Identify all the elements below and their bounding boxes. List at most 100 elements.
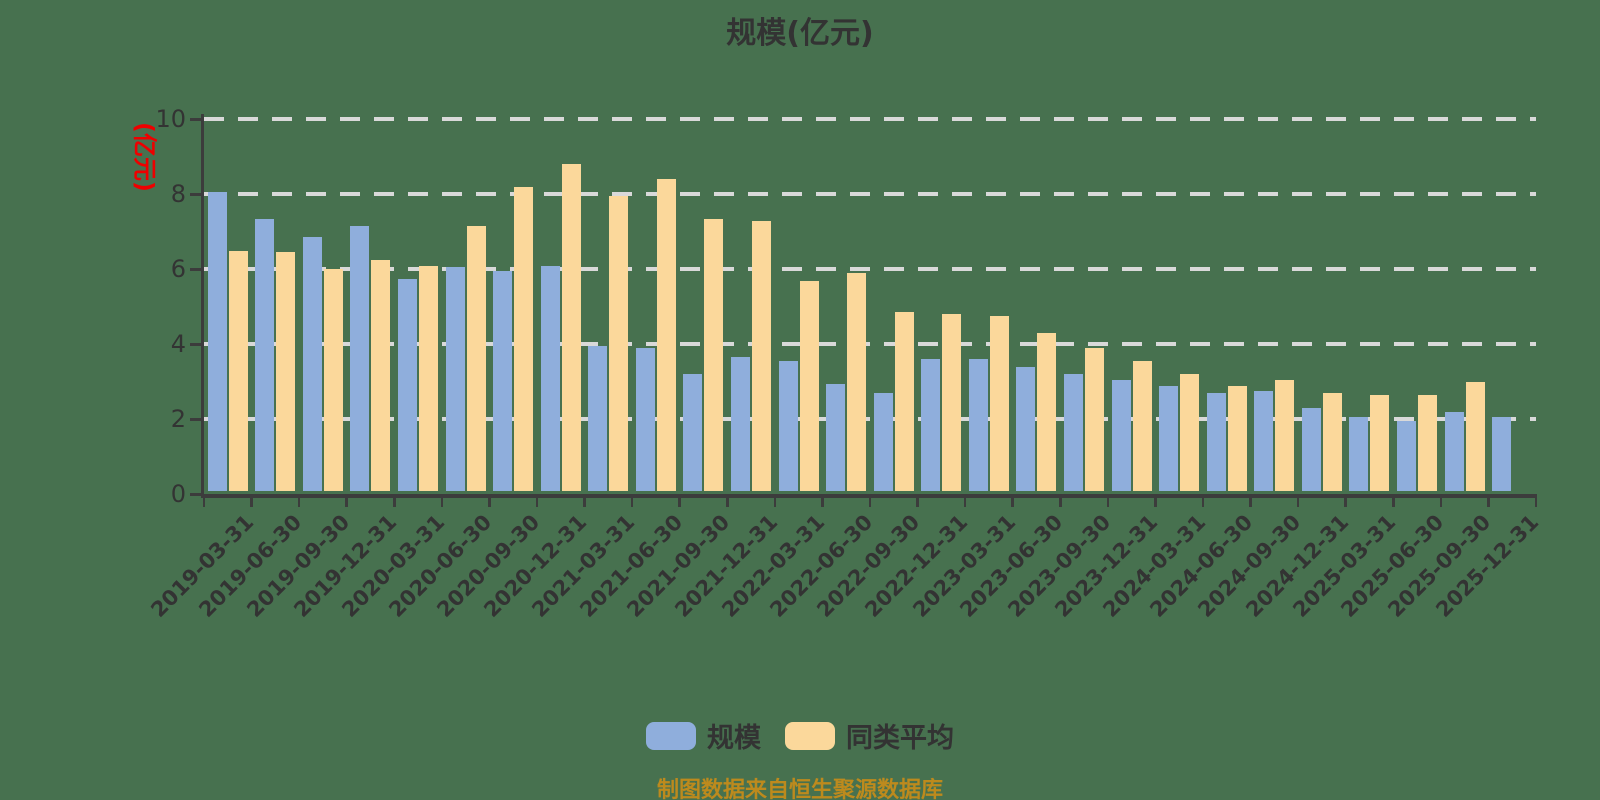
bar-scale[interactable]	[588, 346, 608, 491]
y-axis-tick	[190, 342, 201, 346]
bar-average[interactable]	[1465, 381, 1485, 491]
bar-average[interactable]	[1227, 385, 1247, 491]
gridline-8	[204, 192, 1536, 196]
bar-scale[interactable]	[873, 393, 893, 491]
bar-scale[interactable]	[255, 218, 275, 491]
bar-average[interactable]	[514, 186, 534, 491]
bar-group	[489, 116, 537, 491]
bar-scale[interactable]	[1159, 385, 1179, 491]
x-axis-tick	[773, 497, 777, 507]
bar-scale[interactable]	[540, 265, 560, 491]
bar-average[interactable]	[276, 252, 296, 491]
y-axis-tick	[190, 117, 201, 121]
bar-average[interactable]	[1322, 393, 1342, 491]
legend: 规模 同类平均	[0, 716, 1600, 755]
bar-average[interactable]	[1180, 374, 1200, 491]
bar-group	[442, 116, 490, 491]
bar-average[interactable]	[656, 179, 676, 491]
x-axis-tick	[1249, 497, 1252, 507]
bar-scale[interactable]	[1397, 421, 1417, 491]
y-axis-tick	[190, 492, 201, 496]
bar-average[interactable]	[1275, 379, 1295, 491]
bar-group	[1251, 116, 1299, 491]
bar-group	[394, 116, 442, 491]
bar-scale[interactable]	[207, 192, 227, 491]
bar-average[interactable]	[752, 220, 772, 491]
x-axis-tick	[250, 497, 253, 507]
bar-group	[1013, 116, 1061, 491]
bar-scale[interactable]	[968, 359, 988, 491]
bar-scale[interactable]	[1111, 379, 1131, 491]
bar-average[interactable]	[942, 314, 962, 491]
bar-scale[interactable]	[778, 361, 798, 491]
bar-scale[interactable]	[350, 226, 370, 491]
bar-scale[interactable]	[1254, 391, 1274, 491]
x-axis-tick	[821, 497, 824, 507]
bar-group	[1203, 116, 1251, 491]
legend-item-scale[interactable]: 规模	[646, 716, 761, 755]
bar-scale[interactable]	[1301, 408, 1321, 491]
y-axis-tick-label: 10	[155, 105, 186, 133]
bar-average[interactable]	[371, 259, 391, 491]
x-axis-tick	[1296, 497, 1300, 507]
plot-area: 0 2 4 6 8 10 2019-03-31 2019-06-30 2019-09-30 201…	[147, 105, 1543, 622]
bar-scale[interactable]	[302, 237, 322, 491]
bar-average[interactable]	[561, 164, 581, 491]
x-axis-tick	[1106, 497, 1110, 507]
x-axis-tick	[1534, 497, 1538, 507]
x-axis-tick	[1487, 497, 1490, 507]
y-axis-tick	[190, 192, 201, 196]
bar-scale[interactable]	[398, 278, 418, 491]
bar-scale[interactable]	[921, 359, 941, 491]
gridline-2	[204, 417, 1536, 421]
bar-average[interactable]	[704, 218, 724, 491]
bar-average[interactable]	[894, 312, 914, 491]
bar-average[interactable]	[847, 273, 867, 491]
legend-item-average[interactable]: 同类平均	[785, 716, 954, 755]
bar-average[interactable]	[228, 250, 248, 491]
bar-scale[interactable]	[1349, 417, 1369, 491]
bar-scale[interactable]	[731, 357, 751, 491]
x-axis-tick	[868, 497, 872, 507]
x-axis-tick	[440, 497, 444, 507]
x-axis-tick	[963, 497, 967, 507]
bar-scale[interactable]	[1206, 393, 1226, 491]
bar-scale[interactable]	[826, 383, 846, 491]
bar-average[interactable]	[1037, 333, 1057, 491]
x-axis-tick	[1154, 497, 1157, 507]
gridline-4	[204, 342, 1536, 346]
x-axis-tick	[678, 497, 681, 507]
bar-group	[775, 116, 823, 491]
bar-average[interactable]	[419, 265, 439, 491]
bar-average[interactable]	[609, 196, 629, 491]
x-axis-tick	[345, 497, 348, 507]
bar-scale[interactable]	[1064, 374, 1084, 491]
bar-group	[1108, 116, 1156, 491]
bar-scale[interactable]	[1492, 417, 1512, 491]
bar-average[interactable]	[1085, 348, 1105, 491]
bar-average[interactable]	[466, 226, 486, 491]
bar-scale[interactable]	[635, 348, 655, 491]
bar-group	[347, 116, 395, 491]
bar-scale[interactable]	[445, 267, 465, 491]
bar-scale[interactable]	[493, 271, 513, 491]
bar-average[interactable]	[1132, 361, 1152, 491]
bar-scale[interactable]	[1016, 366, 1036, 491]
x-axis-line	[200, 494, 1537, 498]
bar-average[interactable]	[1370, 394, 1390, 491]
bar-scale[interactable]	[1444, 411, 1464, 491]
bar-average[interactable]	[1418, 394, 1438, 491]
bar-group	[632, 116, 680, 491]
bar-average[interactable]	[989, 316, 1009, 491]
y-axis-tick-label: 2	[170, 405, 186, 433]
bar-group	[1155, 116, 1203, 491]
x-axis-tick	[202, 497, 206, 507]
bar-scale[interactable]	[683, 374, 703, 491]
gridline-10	[204, 117, 1536, 121]
bar-group	[252, 116, 300, 491]
legend-label-scale: 规模	[707, 723, 761, 753]
bar-average[interactable]	[323, 269, 343, 491]
legend-swatch-scale	[646, 721, 696, 750]
bar-average[interactable]	[799, 280, 819, 491]
